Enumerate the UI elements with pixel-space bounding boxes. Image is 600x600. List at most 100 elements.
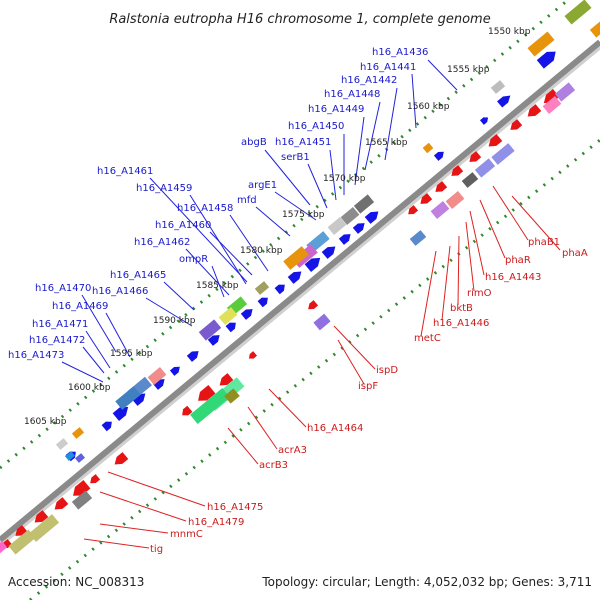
leader-forward-10 — [255, 206, 291, 237]
reverse-gene-arrow-1 — [527, 104, 542, 117]
gene-feature-box-11 — [254, 281, 270, 295]
leader-forward-21 — [85, 330, 111, 369]
leader-forward-7 — [264, 149, 311, 206]
gene-label-h16-a1465[interactable]: h16_A1465 — [110, 270, 166, 281]
gene-label-h16-a1473[interactable]: h16_A1473 — [8, 350, 64, 361]
leader-forward-4 — [354, 116, 365, 186]
forward-gene-arrow-5 — [352, 223, 365, 234]
gene-label-acrb3[interactable]: acrB3 — [259, 460, 288, 471]
leader-forward-22 — [82, 346, 105, 374]
gene-label-h16-a1460[interactable]: h16_A1460 — [155, 220, 211, 231]
gene-feature-box-28 — [430, 201, 450, 219]
gene-feature-box-21 — [75, 453, 85, 463]
gene-label-arge1[interactable]: argE1 — [248, 180, 277, 191]
leader-forward-3 — [364, 101, 381, 171]
gene-label-h16-a1458[interactable]: h16_A1458 — [177, 203, 233, 214]
leader-reverse-7 — [420, 250, 437, 337]
reverse-gene-arrow-2 — [510, 119, 523, 130]
gene-label-h16-a1475[interactable]: h16_A1475 — [207, 502, 263, 513]
gene-feature-box-23 — [542, 96, 562, 114]
kbp-label-1555: 1555 kbp — [447, 65, 490, 75]
gene-label-h16-a1464[interactable]: h16_A1464 — [307, 423, 363, 434]
gene-feature-box-37 — [0, 541, 8, 555]
gene-label-h16-a1469[interactable]: h16_A1469 — [52, 301, 108, 312]
gene-feature-box-5 — [353, 194, 375, 214]
gene-feature-box-2 — [589, 18, 600, 38]
kbp-label-1560: 1560 kbp — [407, 102, 450, 112]
gene-label-ompr[interactable]: ompR — [179, 254, 208, 265]
leader-reverse-5 — [457, 235, 460, 306]
gene-label-h16-a1450[interactable]: h16_A1450 — [288, 121, 344, 132]
leader-reverse-6 — [441, 245, 451, 321]
forward-gene-arrow-19 — [112, 406, 129, 421]
gene-label-h16-a1451[interactable]: h16_A1451 — [275, 137, 331, 148]
gene-feature-box-27 — [445, 191, 465, 209]
gene-label-tig[interactable]: tig — [150, 544, 163, 555]
leader-forward-23 — [61, 361, 104, 383]
reverse-gene-arrow-15 — [90, 474, 101, 484]
gene-label-h16-a1449[interactable]: h16_A1449 — [308, 104, 364, 115]
leader-forward-16 — [211, 265, 225, 298]
gene-label-h16-a1441[interactable]: h16_A1441 — [360, 62, 416, 73]
reverse-gene-arrow-8 — [408, 205, 419, 215]
gene-label-phab1[interactable]: phaB1 — [528, 237, 560, 248]
chromosome-backbone — [0, 39, 600, 543]
gene-label-serb1[interactable]: serB1 — [281, 152, 310, 163]
gene-label-mnmc[interactable]: mnmC — [170, 529, 203, 540]
leader-forward-13 — [229, 214, 269, 272]
gene-label-mfd[interactable]: mfd — [237, 195, 257, 206]
leader-forward-15 — [185, 248, 230, 296]
gene-label-acra3[interactable]: acrA3 — [278, 445, 307, 456]
leader-forward-6 — [329, 149, 337, 201]
reverse-gene-arrow-18 — [34, 510, 49, 523]
gene-feature-box-10 — [283, 246, 309, 270]
gene-label-metc[interactable]: metC — [414, 333, 441, 344]
gene-label-h16-a1446[interactable]: h16_A1446 — [433, 318, 489, 329]
gene-label-h16-a1436[interactable]: h16_A1436 — [372, 47, 428, 58]
gene-feature-box-22 — [554, 82, 576, 102]
leader-forward-20 — [105, 312, 131, 358]
forward-gene-arrow-7 — [321, 246, 336, 259]
leader-reverse-4 — [465, 221, 475, 292]
gene-label-h16-a1442[interactable]: h16_A1442 — [341, 75, 397, 86]
gene-label-h16-a1448[interactable]: h16_A1448 — [324, 89, 380, 100]
gene-feature-box-7 — [327, 217, 347, 235]
gene-feature-box-0 — [527, 31, 555, 57]
kbp-label-1580: 1580 kbp — [240, 246, 283, 256]
reverse-gene-arrow-6 — [435, 181, 448, 192]
reverse-gene-arrow-12 — [198, 385, 216, 401]
leader-reverse-8 — [333, 325, 376, 370]
gene-label-h16-a1443[interactable]: h16_A1443 — [485, 272, 541, 283]
gene-label-h16-a1461[interactable]: h16_A1461 — [97, 166, 153, 177]
gene-label-h16-a1459[interactable]: h16_A1459 — [136, 183, 192, 194]
map-title: Ralstonia eutropha H16 chromosome 1, com… — [109, 12, 490, 27]
gene-label-phaa[interactable]: phaA — [562, 248, 588, 259]
reverse-gene-arrow-7 — [420, 193, 433, 204]
gene-label-h16-a1471[interactable]: h16_A1471 — [32, 319, 88, 330]
reverse-gene-arrow-9 — [308, 300, 319, 310]
gene-feature-box-17 — [115, 386, 141, 410]
forward-gene-arrow-3 — [433, 151, 444, 161]
leader-forward-2 — [384, 87, 398, 161]
forward-gene-arrow-13 — [225, 322, 236, 333]
tick-track-inner — [29, 138, 600, 600]
gene-label-rimo[interactable]: rimO — [467, 288, 492, 299]
leader-forward-8 — [307, 163, 328, 209]
gene-label-ispd[interactable]: ispD — [376, 365, 398, 376]
gene-label-h16-a1462[interactable]: h16_A1462 — [134, 237, 190, 248]
gene-label-h16-a1466[interactable]: h16_A1466 — [92, 286, 148, 297]
gene-feature-box-29 — [409, 230, 427, 246]
gene-label-bktb[interactable]: bktB — [450, 303, 473, 314]
reverse-gene-arrow-10 — [248, 351, 257, 359]
gene-label-h16-a1470[interactable]: h16_A1470 — [35, 283, 91, 294]
reverse-gene-arrow-13 — [182, 405, 193, 416]
gene-label-abgb[interactable]: abgB — [241, 137, 267, 148]
gene-label-h16-a1472[interactable]: h16_A1472 — [29, 335, 85, 346]
forward-gene-arrow-15 — [186, 351, 199, 362]
gene-label-ispf[interactable]: ispF — [358, 381, 378, 392]
gene-label-h16-a1479[interactable]: h16_A1479 — [188, 517, 244, 528]
gene-label-phar[interactable]: phaR — [505, 255, 531, 266]
reverse-gene-arrow-11 — [219, 373, 234, 386]
